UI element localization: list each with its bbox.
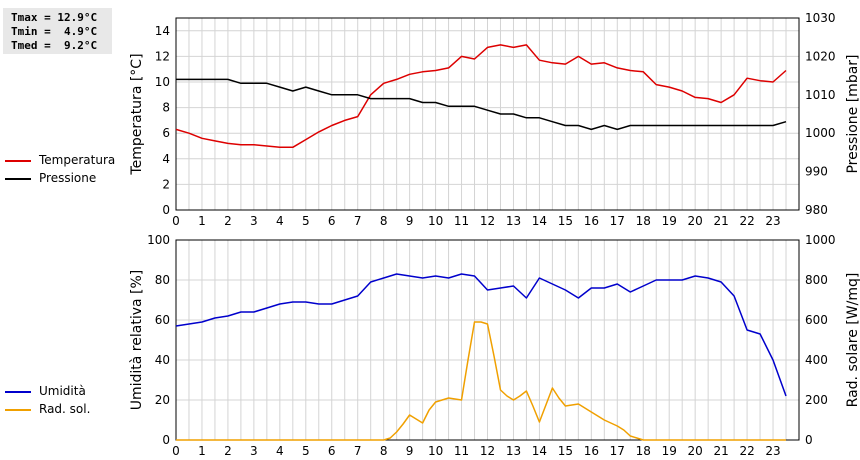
x-tick-label: 22	[739, 444, 754, 458]
y-left-tick-label: 60	[155, 313, 170, 327]
y-left-tick-label: 12	[155, 49, 170, 63]
y-right-tick-label: 200	[805, 393, 828, 407]
legend-swatch-radsol	[5, 409, 31, 411]
y-left-tick-label: 6	[162, 126, 170, 140]
x-tick-label: 19	[662, 214, 677, 228]
legend-swatch-umidita	[5, 391, 31, 393]
y-right-axis-label: Rad. solare [W/mq]	[845, 273, 860, 408]
x-tick-label: 3	[250, 214, 258, 228]
y-left-tick-label: 10	[155, 75, 170, 89]
y-right-tick-label: 1000	[805, 126, 836, 140]
x-tick-label: 7	[354, 214, 362, 228]
x-tick-label: 2	[224, 444, 232, 458]
series-line-temperatura	[175, 44, 787, 149]
y-left-tick-label: 100	[147, 233, 170, 247]
x-tick-label: 11	[454, 444, 469, 458]
y-right-tick-label: 1020	[805, 49, 836, 63]
tmin-text: Tmin = 4.9°C	[11, 25, 98, 38]
x-tick-label: 22	[739, 214, 754, 228]
tmed-text: Tmed = 9.2°C	[11, 39, 98, 52]
y-left-tick-label: 80	[155, 273, 170, 287]
x-tick-label: 18	[636, 214, 651, 228]
x-tick-label: 17	[610, 444, 625, 458]
legend-swatch-temperatura	[5, 160, 31, 162]
x-tick-label: 14	[532, 214, 547, 228]
y-right-tick-label: 1030	[805, 11, 836, 25]
x-tick-label: 12	[480, 214, 495, 228]
y-left-tick-label: 40	[155, 353, 170, 367]
series-line-pressione	[176, 78, 787, 131]
legend-swatch-pressione	[5, 178, 31, 180]
x-tick-label: 0	[172, 444, 180, 458]
y-left-tick-label: 2	[162, 177, 170, 191]
x-tick-label: 4	[276, 214, 284, 228]
y-left-tick-label: 20	[155, 393, 170, 407]
series-line-rad-sol-	[176, 321, 786, 441]
legend-label-pressione: Pressione	[39, 171, 97, 185]
y-right-tick-label: 0	[805, 433, 813, 447]
x-tick-label: 10	[428, 444, 443, 458]
y-right-tick-label: 1000	[805, 233, 836, 247]
x-tick-label: 23	[765, 214, 780, 228]
x-tick-label: 21	[713, 444, 728, 458]
x-tick-label: 3	[250, 444, 258, 458]
x-tick-label: 4	[276, 444, 284, 458]
chart-1: 0 1 2 3 4 5 6 7 8 9 10 11 12 13 14 15 16 17 18 19 20 21 22 2302…	[129, 233, 860, 458]
x-tick-label: 13	[506, 444, 521, 458]
y-left-axis-label: Temperatura [°C]	[129, 53, 145, 175]
plot-frame	[175, 17, 800, 211]
x-tick-label: 9	[406, 444, 414, 458]
y-left-tick-label: 0	[162, 203, 170, 217]
legend-label-radsol: Rad. sol.	[39, 402, 91, 416]
y-left-tick-label: 0	[162, 433, 170, 447]
y-right-tick-label: 800	[805, 273, 828, 287]
x-tick-label: 1	[198, 214, 206, 228]
x-tick-label: 20	[688, 214, 703, 228]
y-left-axis-label: Umidità relativa [%]	[129, 270, 145, 411]
x-tick-label: 19	[662, 444, 677, 458]
x-tick-label: 17	[610, 214, 625, 228]
x-tick-label: 1	[198, 444, 206, 458]
x-tick-label: 7	[354, 444, 362, 458]
x-tick-label: 6	[328, 444, 336, 458]
legend-label-umidita: Umidità	[39, 384, 86, 398]
x-tick-label: 23	[765, 444, 780, 458]
legend-label-temperatura: Temperatura	[39, 153, 116, 167]
x-tick-label: 12	[480, 444, 495, 458]
y-left-tick-label: 8	[162, 101, 170, 115]
stats-box: Tmax = 12.9°C Tmin = 4.9°C Tmed = 9.2°C	[3, 8, 112, 54]
x-tick-label: 14	[532, 444, 547, 458]
x-tick-label: 18	[636, 444, 651, 458]
x-tick-label: 15	[558, 444, 573, 458]
x-tick-label: 10	[428, 214, 443, 228]
x-tick-label: 8	[380, 214, 388, 228]
y-left-tick-label: 4	[162, 152, 170, 166]
x-tick-label: 5	[302, 444, 310, 458]
x-tick-label: 13	[506, 214, 521, 228]
plot-frame	[175, 239, 800, 441]
y-left-tick-label: 14	[155, 24, 170, 38]
y-right-tick-label: 1010	[805, 88, 836, 102]
x-tick-label: 8	[380, 444, 388, 458]
x-tick-label: 11	[454, 214, 469, 228]
x-tick-label: 16	[584, 444, 599, 458]
chart-0: 0 1 2 3 4 5 6 7 8 9 10 11 12 13 14 15 16 17 18 19 20 21 22 2302…	[129, 11, 860, 228]
x-tick-label: 5	[302, 214, 310, 228]
x-tick-label: 6	[328, 214, 336, 228]
x-tick-label: 15	[558, 214, 573, 228]
series-line-umidit-	[175, 273, 787, 397]
x-tick-label: 21	[713, 214, 728, 228]
tmax-text: Tmax = 12.9°C	[11, 11, 98, 24]
x-tick-label: 20	[688, 444, 703, 458]
y-right-tick-label: 990	[805, 165, 828, 179]
y-right-tick-label: 600	[805, 313, 828, 327]
x-tick-label: 16	[584, 214, 599, 228]
x-tick-label: 0	[172, 214, 180, 228]
x-tick-label: 2	[224, 214, 232, 228]
x-tick-label: 9	[406, 214, 414, 228]
y-right-tick-label: 980	[805, 203, 828, 217]
y-right-axis-label: Pressione [mbar]	[845, 54, 860, 173]
y-right-tick-label: 400	[805, 353, 828, 367]
